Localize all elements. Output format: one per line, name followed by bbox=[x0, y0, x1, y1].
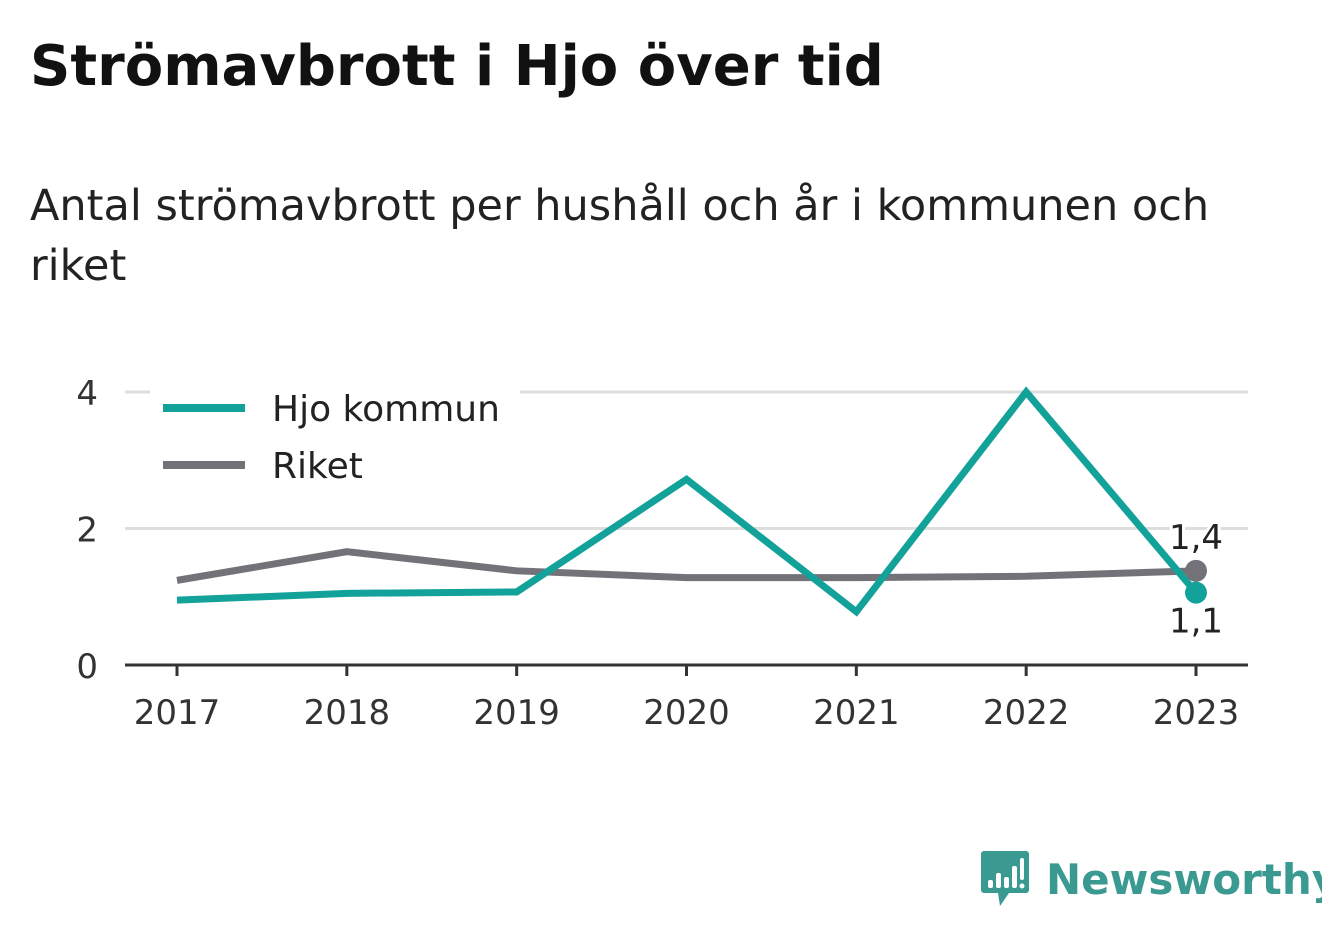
series-line-riket bbox=[176, 548, 1197, 584]
legend-background bbox=[150, 380, 520, 495]
chart-title: Strömavbrott i Hjo över tid bbox=[30, 34, 884, 99]
legend: Hjo kommun Riket bbox=[150, 380, 520, 495]
x-tick-label: 2019 bbox=[473, 693, 560, 733]
y-tick-label: 0 bbox=[76, 647, 98, 687]
legend-label: Hjo kommun bbox=[272, 389, 500, 430]
newsworthy-logo: Newsworthy bbox=[980, 848, 1322, 910]
end-value-label: 1,4 bbox=[1169, 518, 1223, 558]
end-value-label: 1,1 bbox=[1169, 602, 1223, 642]
newsworthy-logo-text: Newsworthy bbox=[1046, 854, 1322, 904]
x-tick-label: 2021 bbox=[813, 693, 900, 733]
y-axis-ticks: 0 2 4 bbox=[76, 374, 98, 687]
series-line-hjo-kommun bbox=[176, 386, 1199, 617]
x-tick-label: 2020 bbox=[643, 693, 730, 733]
y-tick-label: 4 bbox=[76, 374, 98, 414]
end-point-marker bbox=[1185, 559, 1207, 582]
x-tick-label: 2018 bbox=[304, 693, 391, 733]
x-tick-label: 2022 bbox=[983, 693, 1070, 733]
y-tick-label: 2 bbox=[76, 511, 98, 551]
series-lines bbox=[176, 386, 1199, 617]
end-markers: 1,1 1,4 bbox=[1166, 515, 1226, 645]
x-tick-label: 2017 bbox=[134, 693, 221, 733]
legend-label: Riket bbox=[272, 446, 363, 487]
end-point-marker bbox=[1185, 581, 1207, 604]
chart-subtitle: Antal strömavbrott per hushåll och år i … bbox=[30, 181, 1210, 291]
x-tick-label: 2023 bbox=[1153, 693, 1240, 733]
x-axis-ticks: 2017 2018 2019 2020 2021 2022 2023 bbox=[134, 665, 1240, 733]
newsworthy-logo-icon bbox=[981, 851, 1029, 906]
